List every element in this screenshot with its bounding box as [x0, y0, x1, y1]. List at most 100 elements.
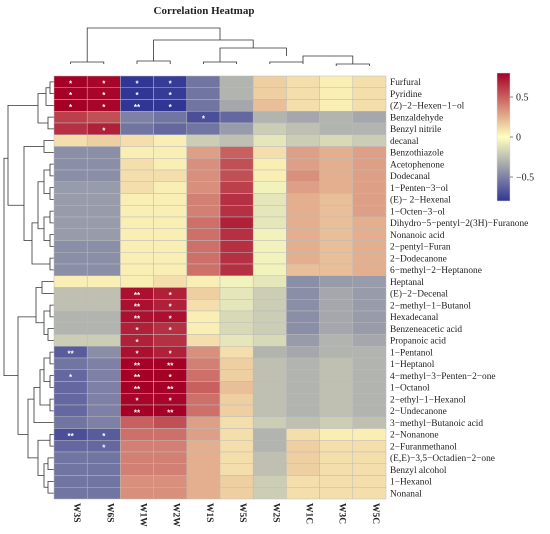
- cell-W2W-r34: [153, 463, 188, 476]
- cell-W1C-r11: [286, 193, 320, 206]
- cell-W1C-r35: [286, 475, 320, 488]
- cell-W5C-r3: [352, 99, 387, 112]
- cell-W6S-r26: [86, 369, 121, 382]
- cell-W6S-r20: [86, 299, 121, 312]
- cell-W5S-r33: [219, 451, 254, 464]
- significance-mark: *: [169, 314, 173, 323]
- cell-W6S-r7: [86, 146, 121, 159]
- cell-W2W-r13: [153, 216, 188, 229]
- significance-mark: *: [69, 103, 73, 112]
- cell-W1W-r10: [120, 181, 154, 194]
- dendrogram-link: [302, 55, 354, 64]
- cell-W3C-r11: [319, 193, 354, 206]
- cell-W1C-r26: [286, 369, 320, 382]
- cell-W3S-r6: [53, 134, 88, 147]
- cell-W1W-r15: [120, 240, 154, 253]
- cell-W5S-r14: [219, 228, 254, 241]
- row-label: 2−Furanmethanol: [390, 442, 457, 452]
- cell-W2S-r10: [252, 181, 287, 194]
- significance-mark: *: [135, 338, 139, 347]
- cell-W5S-r28: [219, 393, 254, 406]
- significance-mark: **: [134, 373, 141, 382]
- dendrogram-link: [203, 61, 237, 64]
- dendrogram-link: [49, 81, 54, 95]
- significance-mark: **: [134, 303, 141, 312]
- cell-W1S-r16: [186, 252, 221, 265]
- column-labels: W3S W6S W1W W2W W1S W5S W2S W1C W3C W5C: [71, 503, 380, 527]
- dendrogram-link: [47, 480, 54, 494]
- dendrogram-link: [136, 60, 171, 64]
- cell-W1S-r19: [186, 287, 221, 300]
- cell-W2S-r18: [252, 275, 287, 288]
- cell-W1C-r1: [286, 75, 320, 88]
- cell-W5C-r24: [352, 346, 387, 359]
- cell-W3S-r25: [53, 357, 88, 370]
- dendrogram-link: [269, 61, 304, 64]
- cell-W2S-r14: [252, 228, 287, 241]
- cell-W5C-r7: [352, 146, 387, 159]
- cell-W3S-r15: [53, 240, 88, 253]
- cell-W6S-r17: [86, 263, 121, 276]
- cell-W3S-r18: [53, 275, 88, 288]
- cell-W3C-r18: [319, 275, 354, 288]
- cell-W1S-r12: [186, 205, 221, 218]
- significance-mark: *: [169, 303, 173, 312]
- cell-W5C-r18: [352, 275, 387, 288]
- row-label: Heptanal: [390, 278, 424, 288]
- dendrogram-link: [86, 27, 221, 62]
- row-label: 1−Heptanol: [390, 360, 435, 370]
- cell-W5S-r23: [219, 334, 254, 347]
- cell-W6S-r16: [86, 252, 121, 265]
- dendrogram-link: [37, 93, 48, 124]
- cell-W1S-r36: [186, 487, 221, 500]
- cell-W2S-r31: [252, 428, 287, 441]
- cell-W3S-r14: [53, 228, 88, 241]
- cell-W1C-r28: [286, 393, 320, 406]
- cell-W2W-r18: [153, 275, 188, 288]
- significance-mark: *: [169, 373, 173, 382]
- cell-W6S-r29: [86, 404, 121, 417]
- dendrogram-link: [7, 104, 38, 206]
- cell-W1C-r8: [286, 158, 320, 171]
- cell-W1S-r9: [186, 169, 221, 182]
- cell-W5C-r1: [352, 75, 387, 88]
- cell-W5S-r11: [219, 193, 254, 206]
- cell-W6S-r4: [86, 111, 121, 124]
- cell-W5C-r35: [352, 475, 387, 488]
- cell-W1S-r11: [186, 193, 221, 206]
- dendrogram-link: [335, 63, 370, 66]
- cell-W3C-r5: [319, 122, 354, 135]
- cell-W3S-r9: [53, 169, 88, 182]
- cell-W3S-r29: [53, 404, 88, 417]
- cell-W5C-r8: [352, 158, 387, 171]
- cell-W5S-r4: [219, 111, 254, 124]
- cell-W5C-r27: [352, 381, 387, 394]
- cell-W2S-r36: [252, 487, 287, 500]
- cell-W1S-r20: [186, 299, 221, 312]
- cell-W1C-r12: [286, 205, 320, 218]
- cell-W1W-r36: [120, 487, 154, 500]
- cell-W3C-r3: [319, 99, 354, 112]
- cell-W3S-r17: [53, 263, 88, 276]
- row-label: Nonanal: [390, 489, 422, 499]
- dendrogram-link: [43, 310, 50, 335]
- cell-W5S-r35: [219, 475, 254, 488]
- cell-W3S-r22: [53, 322, 88, 335]
- cell-W6S-r11: [86, 193, 121, 206]
- significance-mark: *: [102, 432, 106, 441]
- significance-mark: *: [135, 91, 139, 100]
- significance-mark: *: [69, 373, 73, 382]
- cell-W2W-r33: [153, 451, 188, 464]
- cell-W6S-r9: [86, 169, 121, 182]
- cell-W1S-r27: [186, 381, 221, 394]
- dendrogram-link: [37, 181, 44, 230]
- cell-W1C-r22: [286, 322, 320, 335]
- dendrogram-link: [23, 146, 44, 241]
- row-label: Hexadecanal: [390, 313, 439, 323]
- cell-W2S-r34: [252, 463, 287, 476]
- row-label: 4−methyl−3−Penten−2−one: [390, 372, 496, 382]
- significance-mark: **: [134, 385, 141, 394]
- cell-W3S-r11: [53, 193, 88, 206]
- cell-W3S-r16: [53, 252, 88, 265]
